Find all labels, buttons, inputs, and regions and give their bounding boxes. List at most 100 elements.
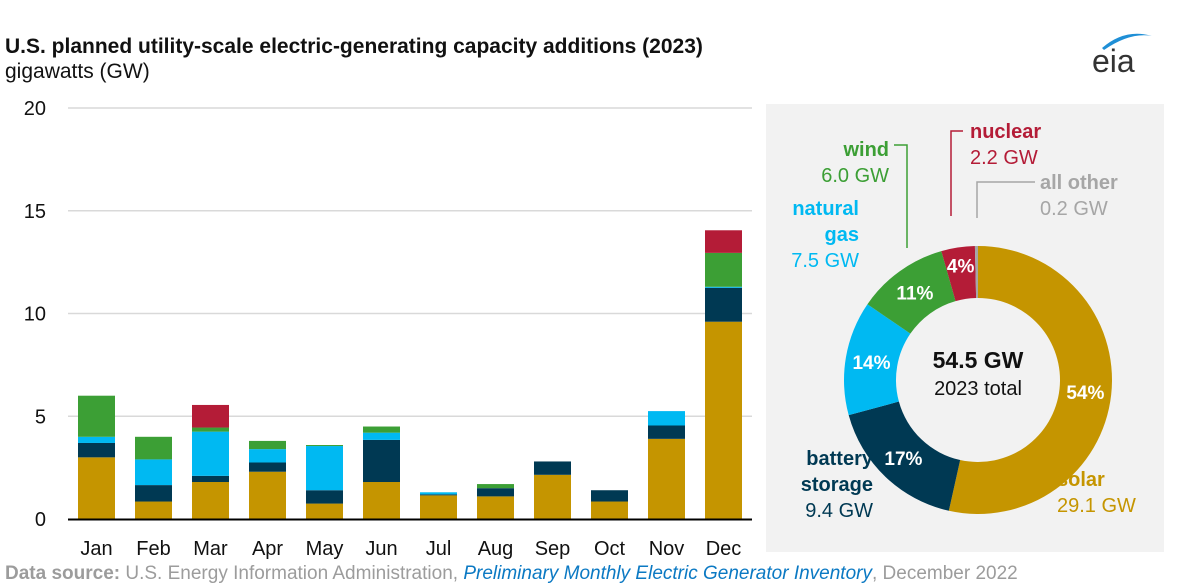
y-tick-label: 20: [24, 98, 46, 120]
bar-segment-solar: [591, 501, 628, 519]
x-tick-label: Apr: [252, 538, 283, 560]
leader-line-all-other: [976, 181, 1035, 218]
bar-segment-nuclear: [192, 404, 229, 428]
bar-segment-battery-storage: [648, 425, 685, 439]
callout-value: 2.2 GW: [970, 147, 1038, 169]
bar-segment-battery-storage: [78, 442, 115, 458]
bar-segment-solar: [78, 457, 115, 519]
y-tick-label: 5: [35, 406, 46, 428]
x-tick-label: Jun: [365, 538, 397, 560]
eia-logo: eia: [1092, 33, 1152, 79]
bar-segment-battery-storage: [249, 462, 286, 472]
x-tick-label: Jan: [80, 538, 112, 560]
bar-segment-wind: [477, 484, 514, 489]
callout-value: 7.5 GW: [791, 250, 859, 272]
bar-segment-battery-storage: [534, 461, 571, 475]
donut-center-label: 2023 total: [934, 378, 1022, 400]
donut-slice-all-other: [974, 246, 978, 299]
callout-value: 9.4 GW: [805, 500, 873, 522]
bar-segment-solar: [249, 471, 286, 519]
x-tick-label: Nov: [649, 538, 685, 560]
data-source-note: Data source: U.S. Energy Information Adm…: [5, 563, 1018, 585]
bar-segment-wind: [363, 426, 400, 433]
bars-layer: [78, 230, 742, 519]
bar-segment-natural-gas: [135, 459, 172, 486]
x-axis: Jan Feb Mar Apr May Jun Jul Aug Sep Oct Nov Dec: [80, 538, 741, 560]
callout-value: 0.2 GW: [1040, 198, 1108, 220]
callout-nuclear: nuclear 2.2 GW: [970, 121, 1041, 169]
grid-layer: [68, 107, 752, 417]
callout-natural-gas: natural gas 7.5 GW: [791, 198, 859, 272]
bar-segment-solar: [648, 438, 685, 519]
bar-segment-natural-gas: [306, 446, 343, 491]
chart-subtitle: gigawatts (GW): [5, 60, 150, 83]
bar-segment-wind: [192, 427, 229, 432]
x-tick-label: Aug: [478, 538, 514, 560]
donut-center-value: 54.5 GW: [933, 347, 1024, 373]
callout-name: storage: [801, 474, 873, 496]
bar-segment-natural-gas: [192, 431, 229, 476]
callout-name: nuclear: [970, 121, 1041, 143]
callout-value: 6.0 GW: [821, 165, 889, 187]
eia-logo-swoosh-icon: [1102, 33, 1152, 50]
donut-percent-label: 17%: [884, 449, 922, 470]
callout-solar: solar 29.1 GW: [1057, 469, 1136, 517]
source-label: Data source:: [5, 563, 121, 584]
bar-segment-natural-gas: [249, 449, 286, 463]
bar-segment-solar: [363, 482, 400, 519]
leader-line-nuclear: [950, 130, 963, 216]
bar-segment-solar: [534, 474, 571, 519]
bar-segment-solar: [306, 503, 343, 519]
callout-name: wind: [842, 139, 889, 161]
x-tick-label: Feb: [136, 538, 170, 560]
bar-segment-solar: [192, 482, 229, 519]
bar-segment-wind: [705, 252, 742, 287]
bar-segment-solar: [135, 501, 172, 519]
callout-battery-storage: battery storage 9.4 GW: [801, 448, 874, 522]
source-link[interactable]: Preliminary Monthly Electric Generator I…: [463, 563, 872, 584]
bar-segment-battery-storage: [477, 488, 514, 497]
callout-name: natural: [792, 198, 859, 220]
callout-name: gas: [825, 224, 859, 246]
bar-segment-natural-gas: [705, 286, 742, 288]
callout-all-other: all other 0.2 GW: [1040, 172, 1118, 220]
donut-labels: wind 6.0 GW natural gas 7.5 GW nuclear 2.2 GWa…: [791, 121, 1136, 522]
chart-title: U.S. planned utility-scale electric-gene…: [5, 35, 703, 58]
callout-wind: wind 6.0 GW: [821, 139, 889, 187]
donut-slice-natural-gas: [844, 304, 911, 416]
bar-segment-wind: [249, 440, 286, 450]
source-date: , December 2022: [871, 563, 1018, 584]
donut-percent-label: 14%: [852, 353, 890, 374]
x-tick-label: Sep: [535, 538, 571, 560]
bar-segment-nuclear: [705, 230, 742, 253]
eia-logo-text: eia: [1092, 43, 1135, 79]
bar-segment-battery-storage: [306, 490, 343, 504]
leader-line-wind: [894, 144, 908, 248]
y-axis: 0 5 10 15 20: [24, 98, 752, 531]
bar-segment-solar: [477, 496, 514, 519]
callout-name: solar: [1057, 469, 1105, 491]
callout-name: all other: [1040, 172, 1118, 194]
bar-segment-wind: [78, 395, 115, 437]
donut-slice-battery-storage: [848, 401, 961, 511]
y-tick-label: 15: [24, 201, 46, 223]
donut-percent-label: 4%: [947, 256, 975, 277]
callout-value: 29.1 GW: [1057, 495, 1136, 517]
bar-segment-battery-storage: [420, 494, 457, 496]
bar-segment-wind: [135, 436, 172, 460]
bar-segment-battery-storage: [135, 485, 172, 502]
y-tick-label: 0: [35, 509, 46, 531]
bar-segment-natural-gas: [78, 436, 115, 443]
bar-segment-natural-gas: [363, 432, 400, 440]
bar-segment-battery-storage: [363, 439, 400, 483]
bar-segment-battery-storage: [192, 475, 229, 483]
source-org: U.S. Energy Information Administration,: [120, 563, 464, 584]
bar-segment-battery-storage: [591, 490, 628, 502]
x-tick-label: Jul: [426, 538, 452, 560]
x-tick-label: Dec: [706, 538, 742, 560]
callout-name: battery: [806, 448, 874, 470]
donut-slice-solar: [948, 246, 1112, 514]
y-tick-label: 10: [24, 304, 46, 326]
bar-segment-wind: [306, 445, 343, 447]
